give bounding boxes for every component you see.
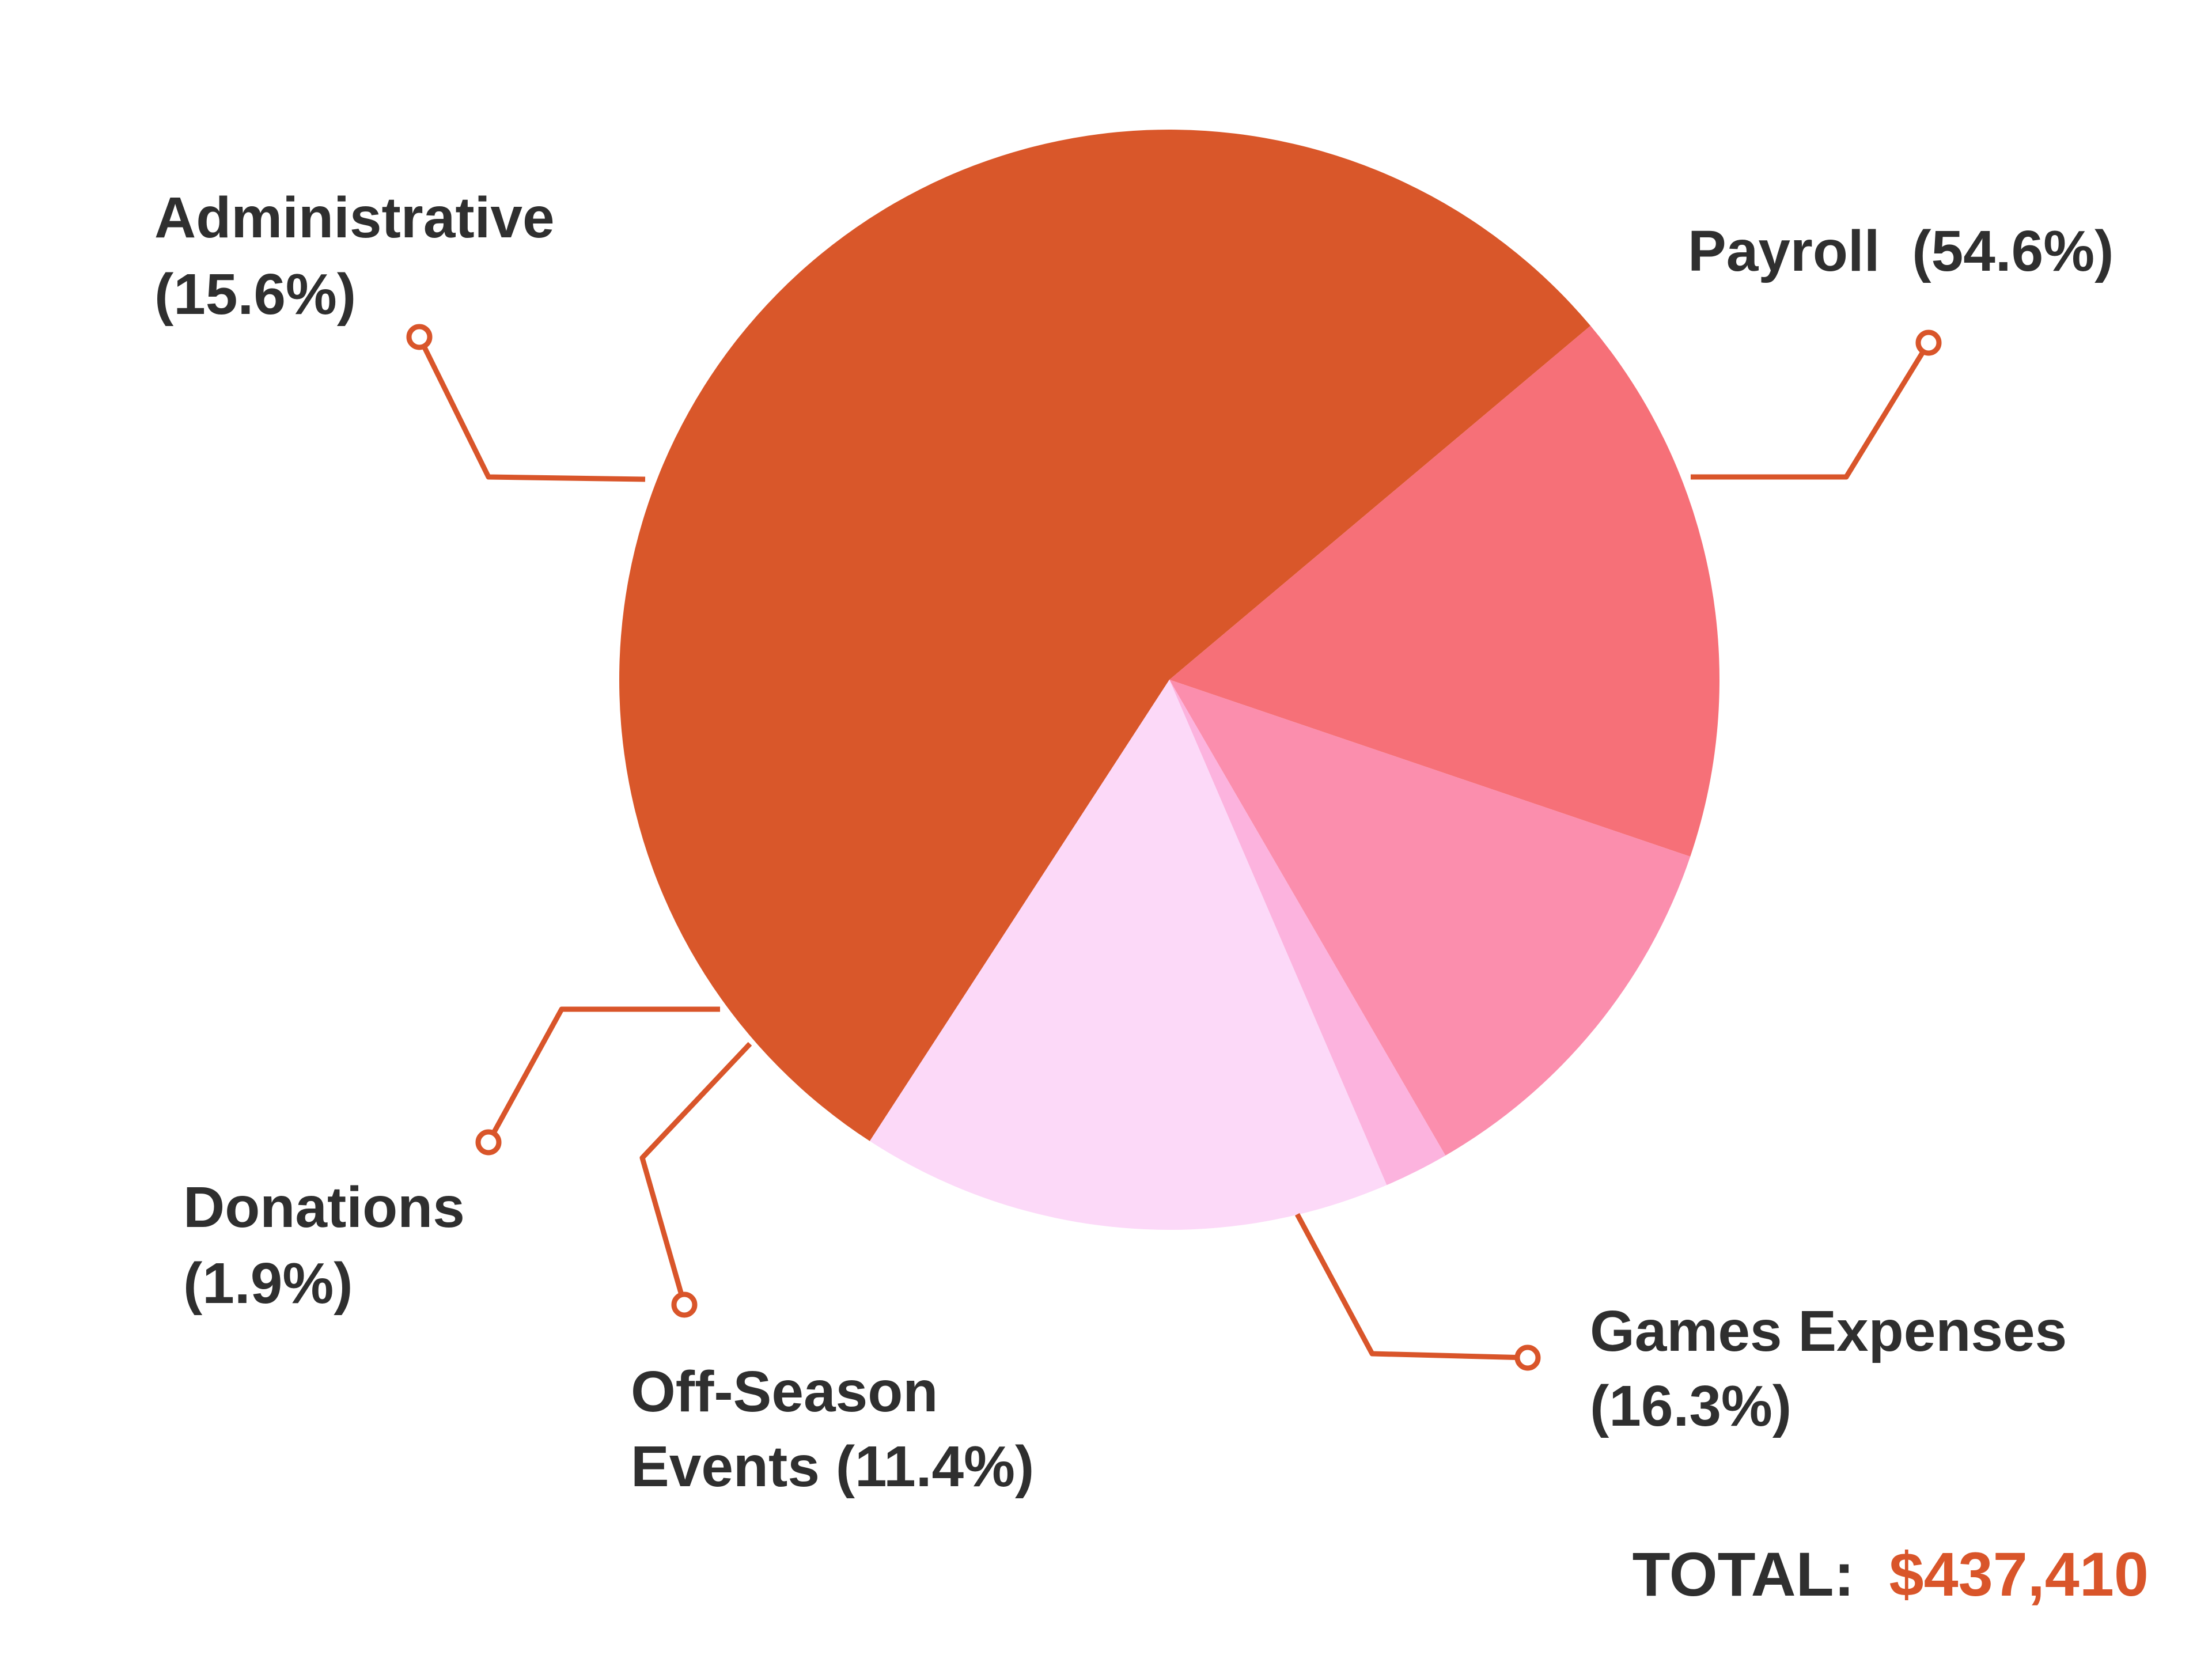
- leader-lines: [406, 324, 1942, 1371]
- label-administrative: Administrative: [154, 185, 555, 250]
- label-games-expenses-pct-line: (16.3%): [1590, 1374, 1791, 1438]
- leader-administrative: [416, 336, 646, 482]
- label-payroll: Payroll (54.6%): [1688, 219, 2113, 283]
- total-line: TOTAL: $437,410: [1633, 1539, 2149, 1609]
- slice-off-season-events: [1169, 680, 1691, 1156]
- leader-administrative-dot: [406, 324, 433, 350]
- slice-donations: [1169, 680, 1446, 1185]
- leader-off-season: [639, 1041, 752, 1306]
- slice-payroll: [619, 129, 1591, 1141]
- label-off-season-line2: Events (11.4%): [631, 1434, 1034, 1499]
- label-off-season-percent: (11.4%): [836, 1434, 1035, 1499]
- leader-payroll: [1691, 341, 1931, 480]
- label-donations-percent: (1.9%): [183, 1251, 353, 1316]
- label-administrative-name: Administrative: [154, 185, 555, 250]
- label-donations-pct-line: (1.9%): [183, 1251, 353, 1316]
- slice-administrative: [869, 680, 1387, 1230]
- total-value: $437,410: [1889, 1539, 2149, 1609]
- slice-games-expenses: [1169, 325, 1720, 857]
- leader-off-season-dot: [671, 1291, 698, 1318]
- label-administrative-pct-line: (15.6%): [154, 262, 356, 327]
- label-donations: Donations: [183, 1175, 465, 1240]
- label-payroll-name: Payroll: [1688, 219, 1880, 283]
- total-label: TOTAL:: [1633, 1539, 1855, 1609]
- label-administrative-percent: (15.6%): [154, 262, 356, 327]
- label-payroll-percent: (54.6%): [1912, 219, 2113, 283]
- label-games-expenses: Games Expenses: [1590, 1299, 2067, 1363]
- leader-donations: [486, 1006, 720, 1144]
- label-games-expenses-percent: (16.3%): [1590, 1374, 1791, 1438]
- leader-payroll-dot: [1915, 329, 1942, 356]
- label-donations-name: Donations: [183, 1175, 465, 1240]
- pie-slices: [619, 129, 1720, 1230]
- label-off-season-line1: Off-Season: [631, 1359, 938, 1424]
- label-games-expenses-name: Games Expenses: [1590, 1299, 2067, 1363]
- leader-donations-dot: [475, 1129, 502, 1156]
- leader-games-expenses: [1295, 1213, 1528, 1361]
- leader-games-expenses-dot: [1514, 1344, 1541, 1371]
